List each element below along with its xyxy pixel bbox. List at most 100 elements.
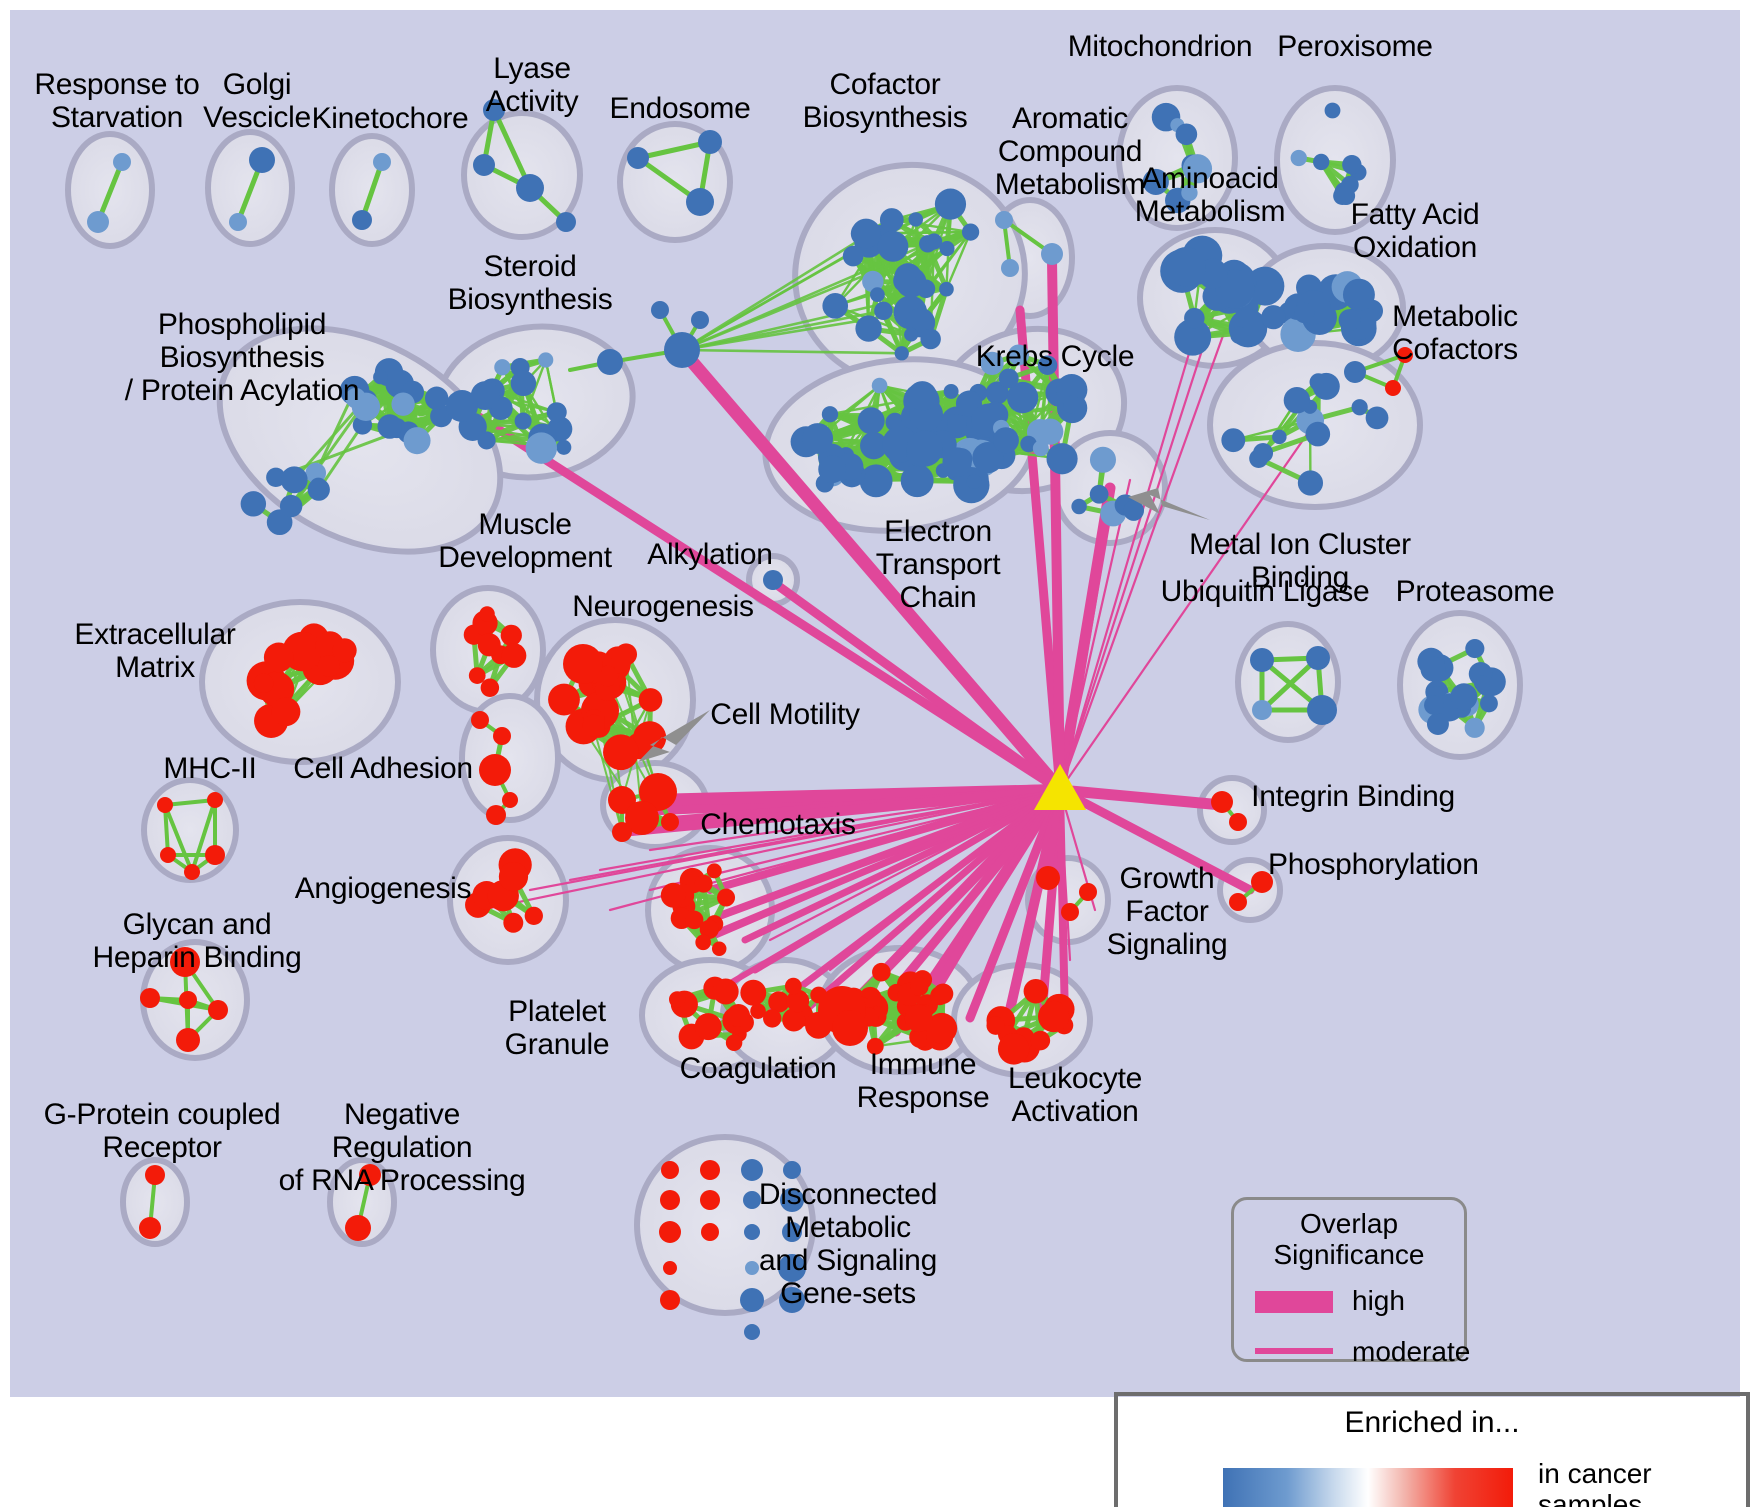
gene-set-node[interactable]	[778, 1254, 806, 1282]
gene-set-node[interactable]	[1089, 484, 1109, 504]
gene-set-node[interactable]	[1142, 168, 1169, 195]
gene-set-node[interactable]	[717, 888, 736, 907]
gene-set-node[interactable]	[597, 349, 623, 375]
gene-set-node[interactable]	[1294, 302, 1315, 324]
gene-set-node[interactable]	[663, 1261, 677, 1275]
gene-set-node[interactable]	[627, 147, 649, 169]
gene-set-node[interactable]	[904, 1004, 933, 1033]
gene-set-node[interactable]	[140, 988, 160, 1008]
gene-set-node[interactable]	[208, 1000, 228, 1020]
gene-set-node[interactable]	[229, 213, 247, 231]
gene-set-node[interactable]	[782, 1222, 802, 1242]
gene-set-node[interactable]	[1036, 866, 1060, 890]
gene-set-node[interactable]	[240, 491, 267, 517]
gene-set-node[interactable]	[893, 269, 917, 293]
gene-set-node[interactable]	[179, 991, 197, 1009]
gene-set-node[interactable]	[480, 678, 500, 698]
gene-set-node[interactable]	[524, 906, 543, 926]
gene-set-node[interactable]	[712, 978, 739, 1005]
gene-set-node[interactable]	[1061, 903, 1079, 921]
gene-set-node[interactable]	[725, 1034, 743, 1051]
gene-set-node[interactable]	[686, 188, 714, 216]
gene-set-node[interactable]	[176, 1028, 200, 1052]
gene-set-node[interactable]	[1221, 428, 1246, 453]
gene-set-node[interactable]	[871, 377, 888, 394]
gene-set-node[interactable]	[939, 281, 954, 297]
gene-set-node[interactable]	[866, 1037, 884, 1055]
gene-set-node[interactable]	[1272, 429, 1287, 445]
gene-set-node[interactable]	[597, 665, 619, 687]
gene-set-node[interactable]	[872, 962, 891, 982]
gene-set-node[interactable]	[1253, 442, 1274, 463]
gene-set-node[interactable]	[1166, 247, 1206, 287]
gene-set-node[interactable]	[1290, 149, 1307, 167]
gene-set-node[interactable]	[1307, 695, 1337, 725]
gene-set-node[interactable]	[779, 1287, 805, 1313]
gene-set-node[interactable]	[477, 633, 501, 657]
gene-set-node[interactable]	[763, 1009, 782, 1028]
gene-set-node[interactable]	[500, 624, 522, 646]
gene-set-node[interactable]	[943, 383, 959, 399]
gene-set-node[interactable]	[1023, 978, 1049, 1004]
gene-set-node[interactable]	[1071, 498, 1087, 515]
gene-set-node[interactable]	[249, 147, 275, 173]
gene-set-node[interactable]	[900, 464, 934, 498]
gene-set-node[interactable]	[1030, 1030, 1051, 1051]
gene-set-node[interactable]	[1426, 713, 1449, 736]
gene-set-node[interactable]	[139, 1217, 161, 1239]
gene-set-node[interactable]	[870, 287, 885, 303]
gene-set-node[interactable]	[1037, 1000, 1070, 1033]
gene-set-node[interactable]	[1385, 380, 1401, 396]
gene-set-node[interactable]	[740, 1288, 764, 1312]
gene-set-node[interactable]	[479, 606, 495, 622]
gene-set-node[interactable]	[818, 455, 847, 484]
gene-set-node[interactable]	[253, 673, 274, 694]
gene-set-node[interactable]	[263, 642, 294, 673]
gene-set-node[interactable]	[87, 211, 109, 233]
gene-set-node[interactable]	[744, 1324, 760, 1340]
gene-set-node[interactable]	[157, 797, 173, 813]
gene-set-node[interactable]	[424, 386, 449, 410]
gene-set-node[interactable]	[494, 359, 511, 376]
gene-set-node[interactable]	[726, 1003, 750, 1028]
gene-set-node[interactable]	[510, 370, 537, 397]
gene-set-node[interactable]	[744, 1224, 760, 1240]
gene-set-node[interactable]	[701, 1223, 719, 1241]
gene-set-node[interactable]	[851, 218, 881, 249]
gene-set-node[interactable]	[939, 241, 955, 257]
gene-set-node[interactable]	[966, 474, 982, 490]
gene-set-node[interactable]	[1420, 656, 1446, 682]
gene-set-node[interactable]	[660, 1290, 680, 1310]
gene-set-node[interactable]	[706, 863, 722, 879]
gene-set-node[interactable]	[493, 727, 511, 745]
gene-set-node[interactable]	[471, 711, 489, 729]
gene-set-node[interactable]	[503, 912, 524, 933]
gene-set-node[interactable]	[170, 947, 200, 977]
gene-set-node[interactable]	[391, 392, 415, 416]
gene-set-node[interactable]	[582, 714, 605, 737]
gene-set-node[interactable]	[1252, 700, 1272, 720]
gene-set-node[interactable]	[980, 351, 1004, 376]
gene-set-node[interactable]	[842, 245, 864, 267]
gene-set-node[interactable]	[821, 406, 839, 423]
gene-set-node[interactable]	[877, 230, 909, 262]
gene-set-node[interactable]	[1342, 278, 1375, 311]
gene-set-node[interactable]	[786, 989, 810, 1013]
gene-set-node[interactable]	[700, 1160, 720, 1180]
gene-set-node[interactable]	[862, 270, 884, 293]
gene-set-node[interactable]	[740, 979, 767, 1006]
gene-set-node[interactable]	[961, 223, 980, 241]
gene-set-node[interactable]	[538, 352, 554, 368]
gene-set-node[interactable]	[309, 477, 328, 495]
gene-set-node[interactable]	[997, 1033, 1030, 1065]
gene-set-node[interactable]	[468, 667, 486, 684]
gene-set-node[interactable]	[694, 1013, 722, 1041]
gene-set-node[interactable]	[145, 1165, 165, 1185]
gene-set-node[interactable]	[1032, 440, 1049, 457]
gene-set-node[interactable]	[1089, 446, 1117, 473]
gene-set-node[interactable]	[832, 1010, 868, 1046]
gene-set-node[interactable]	[271, 697, 301, 727]
gene-set-node[interactable]	[763, 570, 783, 590]
gene-set-node[interactable]	[1306, 646, 1330, 670]
hub-node-colon-cancer-disease-genes[interactable]	[1034, 764, 1086, 810]
